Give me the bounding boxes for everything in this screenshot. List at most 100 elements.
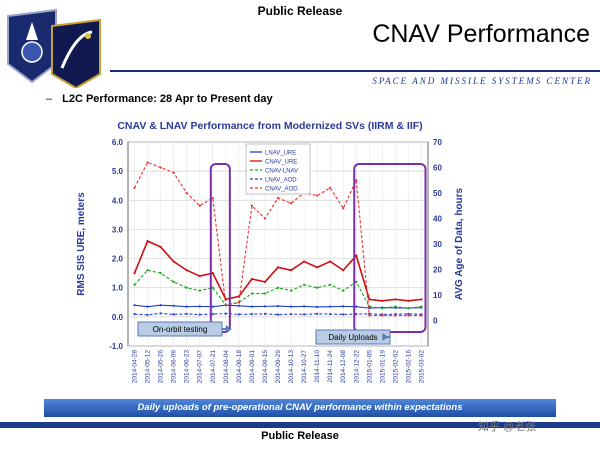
data-point (342, 313, 345, 316)
data-point (276, 304, 280, 308)
data-point (146, 305, 149, 308)
x-tick-label: 2014-08-18 (236, 350, 243, 384)
data-point (159, 272, 162, 275)
data-point (289, 289, 293, 292)
y-tick-label: -1.0 (109, 342, 123, 351)
data-point (146, 239, 149, 243)
x-tick-label: 2015-01-05 (366, 350, 373, 384)
data-point (342, 269, 345, 272)
series-layer (133, 161, 423, 317)
data-point (407, 312, 410, 315)
data-point (172, 260, 175, 263)
organization-logos (7, 8, 101, 88)
data-point (237, 301, 240, 304)
data-point (159, 304, 162, 307)
data-point (276, 266, 280, 269)
y-tick-label: 4.0 (112, 196, 124, 205)
data-point (329, 283, 332, 286)
public-release-header: Public Release (257, 4, 343, 18)
x-tick-label: 2014-07-07 (197, 350, 204, 384)
data-point (342, 305, 345, 308)
x-tick-label: 2014-11-24 (327, 350, 334, 383)
data-point (146, 313, 149, 316)
data-point (329, 260, 332, 263)
data-point (198, 204, 201, 207)
annotation: On-orbit testing (137, 321, 232, 337)
data-point (355, 179, 358, 182)
x-tick-label: 2014-07-21 (210, 350, 217, 384)
data-point (302, 313, 306, 316)
x-tick-label: 2014-12-22 (353, 350, 360, 384)
data-point (198, 305, 201, 308)
data-point (355, 305, 358, 308)
x-tick-label: 2014-09-01 (249, 350, 256, 384)
data-point (355, 313, 358, 316)
data-point (172, 280, 175, 283)
x-tick-label: 2014-08-04 (223, 350, 230, 384)
data-point (133, 313, 136, 316)
x-tick-label: 2015-01-19 (379, 350, 386, 384)
data-point (329, 186, 332, 189)
y2-tick-label: 50 (433, 189, 442, 198)
y2-tick-label: 20 (433, 266, 442, 275)
data-point (420, 305, 423, 308)
x-tick-label: 2014-04-28 (132, 350, 139, 384)
data-point (276, 197, 280, 200)
data-point (185, 269, 188, 272)
x-tick-label: 2015-02-16 (405, 350, 412, 384)
data-point (276, 286, 280, 289)
data-point (368, 312, 371, 315)
data-point (185, 286, 188, 289)
data-point (211, 197, 214, 200)
summary-banner: Daily uploads of pre-operational CNAV pe… (44, 399, 556, 417)
x-tick-label: 2014-06-23 (184, 350, 191, 384)
data-point (381, 307, 384, 310)
data-point (211, 313, 214, 316)
data-point (185, 305, 188, 308)
data-point (185, 312, 188, 315)
arrowhead-icon (382, 333, 389, 341)
data-point (159, 245, 162, 249)
legend-label: LNAV_URE (265, 151, 296, 157)
data-point (250, 292, 254, 295)
left-axis-ticks: -1.0 0.0 1.0 2.0 3.0 4.0 5.0 6.0 (109, 138, 123, 351)
x-tick-label: 2014-05-26 (158, 350, 165, 384)
data-point (342, 289, 345, 292)
x-tick-label: 2014-09-29 (275, 350, 282, 384)
public-release-footer: Public Release (261, 430, 339, 442)
data-point (394, 314, 397, 317)
x-tick-label: 2014-10-27 (301, 350, 308, 384)
x-tick-label: 2014-12-08 (340, 350, 347, 384)
series-cnav-aod (133, 161, 423, 317)
data-point (316, 312, 319, 315)
y-tick-label: 6.0 (112, 138, 124, 147)
x-tick-label: 2015-02-02 (392, 350, 399, 384)
performance-chart: CNAV & LNAV Performance from Modernized … (76, 120, 465, 384)
data-point (394, 305, 397, 308)
annotation: Daily Uploads (315, 329, 391, 345)
annotation-boxes: On-orbit testing Daily Uploads (137, 321, 391, 345)
data-point (172, 304, 175, 307)
data-point (159, 312, 162, 315)
data-point (250, 305, 254, 308)
data-point (263, 312, 267, 315)
data-point (159, 166, 162, 169)
annotation-label: Daily Uploads (328, 333, 377, 342)
y-tick-label: 0.0 (112, 313, 124, 322)
x-tick-label: 2015-03-02 (418, 350, 425, 384)
legend-label: CNAV-LNAV (265, 169, 298, 175)
bullet-dash: – (46, 93, 53, 105)
data-point (289, 202, 293, 205)
data-point (133, 272, 136, 275)
data-point (133, 283, 136, 286)
legend-label: CNAV_URE (265, 160, 297, 166)
series-lnav-ure (133, 304, 423, 310)
data-point (263, 292, 267, 295)
chart-title: CNAV & LNAV Performance from Modernized … (117, 120, 422, 132)
data-point (211, 305, 214, 308)
x-tick-label: 2014-06-09 (171, 350, 178, 384)
slide-title: CNAV Performance (372, 20, 590, 48)
data-point (316, 194, 319, 197)
data-point (355, 254, 358, 257)
data-point (276, 313, 280, 316)
